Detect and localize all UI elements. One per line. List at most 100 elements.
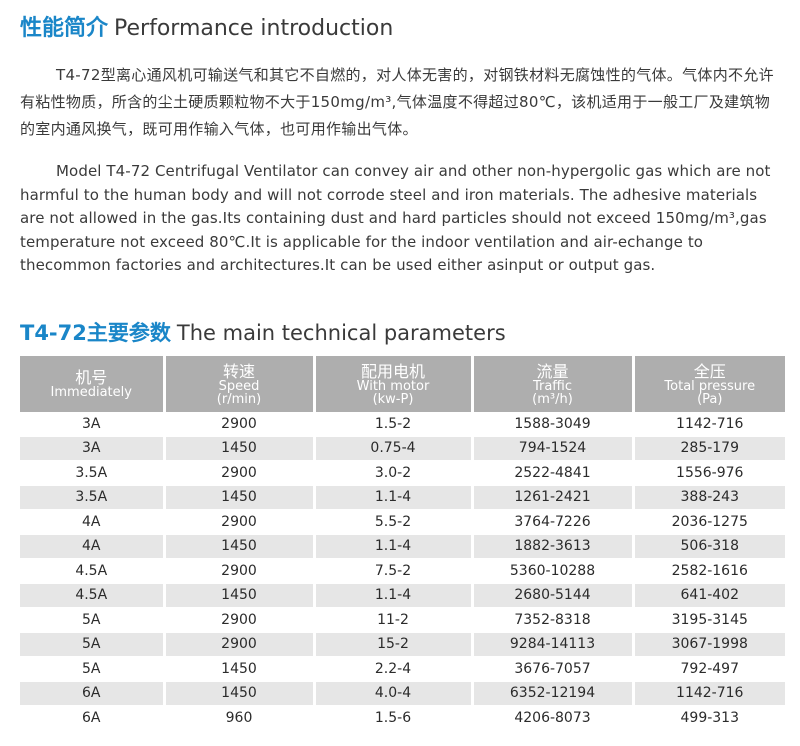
- cell-speed: 2900: [162, 509, 314, 535]
- cell-speed: 2900: [162, 558, 314, 584]
- table-row: 5A 1450 2.2-4 3676-7057 792-497: [20, 656, 785, 682]
- header-en: With motor: [356, 378, 430, 394]
- cell-model: 3A: [20, 436, 164, 461]
- cell-traffic: 7352-8318: [470, 607, 633, 633]
- cell-pressure: 1142-716: [631, 412, 785, 437]
- cell-traffic: 2522-4841: [470, 460, 633, 486]
- table-row: 4.5A 2900 7.5-2 5360-10288 2582-1616: [20, 558, 785, 584]
- header-unit: (kw-P): [372, 391, 414, 407]
- header-en: Traffic: [532, 378, 573, 394]
- cell-model: 3.5A: [20, 460, 164, 486]
- heading-en: The main technical parameters: [176, 321, 506, 345]
- table-row: 6A 1450 4.0-4 6352-12194 1142-716: [20, 681, 785, 706]
- cell-speed: 1450: [162, 436, 314, 461]
- cell-speed: 2900: [162, 412, 314, 437]
- header-unit: (Pa): [697, 391, 723, 407]
- cell-motor: 0.75-4: [312, 436, 472, 461]
- header-unit: (m³/h): [532, 391, 573, 407]
- table-row: 4.5A 1450 1.1-4 2680-5144 641-402: [20, 583, 785, 608]
- cell-motor: 1.1-4: [312, 583, 472, 608]
- cell-pressure: 1142-716: [631, 681, 785, 706]
- table-row: 6A 960 1.5-6 4206-8073 499-313: [20, 705, 785, 731]
- cell-model: 4A: [20, 534, 164, 559]
- cell-pressure: 792-497: [631, 656, 785, 682]
- cell-model: 5A: [20, 632, 164, 657]
- table-body: 3A 2900 1.5-2 1588-3049 1142-716 3A 1450 0.75-4…: [20, 412, 785, 731]
- cell-traffic: 9284-14113: [470, 632, 633, 657]
- performance-intro-heading: 性能简介 Performance introduction: [20, 10, 393, 42]
- cell-traffic: 3764-7226: [470, 509, 633, 535]
- parameters-table: 机号 Immediately 转速 Speed (r/min) 配用电机 Wit…: [20, 356, 785, 731]
- cell-model: 3.5A: [20, 485, 164, 510]
- cell-pressure: 3067-1998: [631, 632, 785, 657]
- intro-paragraph-chinese: T4-72型离心通风机可输送气和其它不自燃的，对人体无害的，对钢铁材料无腐蚀性的…: [20, 66, 774, 138]
- heading-cn: 性能简介: [20, 16, 109, 41]
- cell-model: 6A: [20, 681, 164, 706]
- cell-pressure: 1556-976: [631, 460, 785, 486]
- header-model: 机号 Immediately: [20, 356, 164, 412]
- cell-speed: 2900: [162, 632, 314, 657]
- cell-pressure: 506-318: [631, 534, 785, 559]
- cell-motor: 7.5-2: [312, 558, 472, 584]
- header-en: Immediately: [50, 385, 132, 400]
- cell-traffic: 5360-10288: [470, 558, 633, 584]
- table-row: 4A 1450 1.1-4 1882-3613 506-318: [20, 534, 785, 559]
- header-traffic: 流量 Traffic (m³/h): [470, 356, 633, 412]
- cell-pressure: 2036-1275: [631, 509, 785, 535]
- header-speed: 转速 Speed (r/min): [162, 356, 314, 412]
- table-row: 3.5A 1450 1.1-4 1261-2421 388-243: [20, 485, 785, 510]
- table-row: 5A 2900 15-2 9284-14113 3067-1998: [20, 632, 785, 657]
- cell-motor: 5.5-2: [312, 509, 472, 535]
- cell-pressure: 3195-3145: [631, 607, 785, 633]
- cell-model: 5A: [20, 607, 164, 633]
- header-pressure: 全压 Total pressure (Pa): [631, 356, 785, 412]
- header-cn: 机号: [75, 368, 108, 387]
- cell-motor: 4.0-4: [312, 681, 472, 706]
- cell-model: 6A: [20, 705, 164, 731]
- cell-speed: 1450: [162, 681, 314, 706]
- cell-traffic: 2680-5144: [470, 583, 633, 608]
- cell-motor: 1.1-4: [312, 485, 472, 510]
- header-cn: 转速: [222, 361, 255, 381]
- cell-model: 4A: [20, 509, 164, 535]
- cell-speed: 1450: [162, 534, 314, 559]
- cell-traffic: 6352-12194: [470, 681, 633, 706]
- cell-traffic: 794-1524: [470, 436, 633, 461]
- cell-motor: 15-2: [312, 632, 472, 657]
- cell-motor: 3.0-2: [312, 460, 472, 486]
- cell-traffic: 1588-3049: [470, 412, 633, 437]
- header-motor: 配用电机 With motor (kw-P): [312, 356, 472, 412]
- header-en: Total pressure: [664, 378, 756, 394]
- cell-speed: 2900: [162, 607, 314, 633]
- heading-en: Performance introduction: [114, 16, 394, 41]
- cell-pressure: 499-313: [631, 705, 785, 731]
- cell-model: 5A: [20, 656, 164, 682]
- table-row: 4A 2900 5.5-2 3764-7226 2036-1275: [20, 509, 785, 535]
- header-cn: 流量: [536, 361, 569, 381]
- cell-pressure: 285-179: [631, 436, 785, 461]
- header-en: Speed: [218, 378, 260, 394]
- cell-traffic: 3676-7057: [470, 656, 633, 682]
- cell-traffic: 1882-3613: [470, 534, 633, 559]
- cell-pressure: 2582-1616: [631, 558, 785, 584]
- cell-motor: 1.5-6: [312, 705, 472, 731]
- cell-motor: 1.5-2: [312, 412, 472, 437]
- cell-speed: 1450: [162, 583, 314, 608]
- cell-motor: 11-2: [312, 607, 472, 633]
- header-unit: (r/min): [216, 391, 262, 407]
- cell-speed: 960: [162, 705, 314, 731]
- heading-cn: T4-72主要参数: [20, 321, 171, 345]
- header-cn: 全压: [693, 361, 726, 381]
- cell-pressure: 388-243: [631, 485, 785, 510]
- table-row: 5A 2900 11-2 7352-8318 3195-3145: [20, 607, 785, 633]
- cell-model: 3A: [20, 412, 164, 437]
- cell-speed: 1450: [162, 485, 314, 510]
- cell-speed: 1450: [162, 656, 314, 682]
- cell-motor: 2.2-4: [312, 656, 472, 682]
- cell-motor: 1.1-4: [312, 534, 472, 559]
- cell-model: 4.5A: [20, 558, 164, 584]
- cell-pressure: 641-402: [631, 583, 785, 608]
- cell-traffic: 1261-2421: [470, 485, 633, 510]
- table-row: 3A 2900 1.5-2 1588-3049 1142-716: [20, 412, 785, 437]
